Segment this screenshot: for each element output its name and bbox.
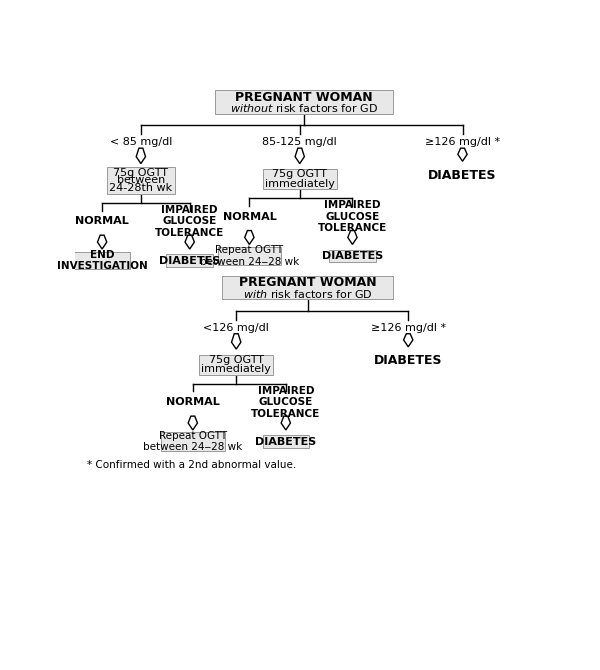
FancyBboxPatch shape [263,169,337,189]
Text: ≥126 mg/dl *: ≥126 mg/dl * [425,137,500,147]
Polygon shape [281,416,290,430]
Text: Repeat OGTT
between 24‒28 wk: Repeat OGTT between 24‒28 wk [200,245,299,267]
Text: NORMAL: NORMAL [75,216,129,226]
Text: PREGNANT WOMAN: PREGNANT WOMAN [235,91,373,104]
FancyBboxPatch shape [215,90,393,113]
Text: 75g OGTT: 75g OGTT [209,355,264,365]
Polygon shape [97,235,107,249]
Text: immediately: immediately [201,364,271,374]
Polygon shape [188,416,197,430]
Text: IMPAIRED
GLUCOSE
TOLERANCE: IMPAIRED GLUCOSE TOLERANCE [318,200,387,233]
Text: ≥126 mg/dl *: ≥126 mg/dl * [371,322,446,332]
Text: DIABETES: DIABETES [159,255,220,265]
FancyBboxPatch shape [329,250,376,262]
FancyBboxPatch shape [263,436,309,448]
FancyBboxPatch shape [222,276,393,299]
Text: DIABETES: DIABETES [374,354,443,367]
Text: 75g OGTT: 75g OGTT [272,170,327,180]
Text: 75g OGTT: 75g OGTT [113,168,169,178]
Polygon shape [136,148,146,163]
Polygon shape [404,334,413,347]
Polygon shape [245,230,254,245]
FancyBboxPatch shape [199,354,274,375]
Text: END
INVESTIGATION: END INVESTIGATION [57,250,148,271]
Polygon shape [295,148,304,163]
FancyBboxPatch shape [218,247,281,265]
Text: DIABETES: DIABETES [428,169,497,182]
FancyBboxPatch shape [107,168,175,194]
Text: IMPAIRED
GLUCOSE
TOLERANCE: IMPAIRED GLUCOSE TOLERANCE [251,386,320,419]
Text: <126 mg/dl: <126 mg/dl [203,322,269,332]
Text: DIABETES: DIABETES [255,437,316,446]
Text: < 85 mg/dl: < 85 mg/dl [110,137,172,147]
Text: $\mathit{without}$ risk factors for GD: $\mathit{without}$ risk factors for GD [230,102,377,114]
Text: 85-125 mg/dl: 85-125 mg/dl [262,137,337,147]
FancyBboxPatch shape [161,432,224,451]
Text: Repeat OGTT
between 24‒28 wk: Repeat OGTT between 24‒28 wk [143,431,242,452]
FancyBboxPatch shape [74,252,130,269]
FancyBboxPatch shape [166,255,213,267]
Text: * Confirmed with a 2nd abnormal value.: * Confirmed with a 2nd abnormal value. [86,460,296,470]
Text: DIABETES: DIABETES [322,251,383,261]
Text: between: between [117,176,165,186]
Text: immediately: immediately [265,179,335,188]
Text: PREGNANT WOMAN: PREGNANT WOMAN [239,277,376,289]
Text: NORMAL: NORMAL [223,212,276,222]
Text: 24-28th wk: 24-28th wk [109,183,172,193]
Text: $\mathit{with}$ risk factors for GD: $\mathit{with}$ risk factors for GD [242,287,373,299]
Polygon shape [232,334,241,349]
Polygon shape [185,235,194,249]
Polygon shape [348,230,357,245]
Text: IMPAIRED
GLUCOSE
TOLERANCE: IMPAIRED GLUCOSE TOLERANCE [155,205,224,238]
Polygon shape [458,148,467,161]
Text: NORMAL: NORMAL [166,397,220,407]
